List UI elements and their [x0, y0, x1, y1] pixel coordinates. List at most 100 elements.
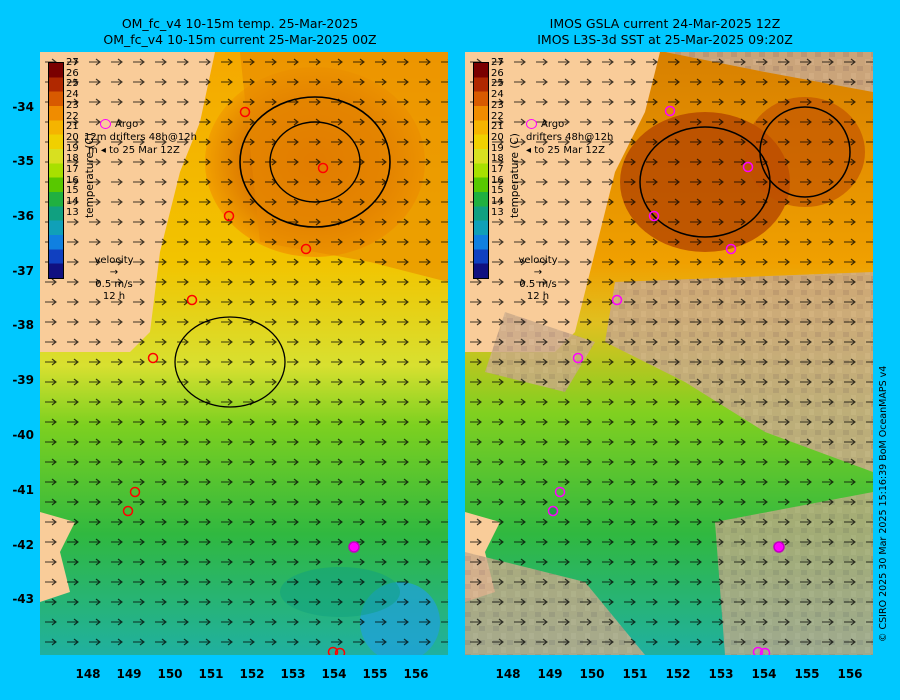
- left-title-line1: OM_fc_v4 10-15m temp. 25-Mar-2025: [121, 16, 359, 31]
- colorbar-tick: 14: [491, 196, 504, 208]
- legend-m: m: [88, 145, 98, 156]
- colorbar-tick: 23: [66, 99, 79, 111]
- x-tick: 149: [116, 667, 142, 681]
- x-tick: 155: [362, 667, 388, 681]
- x-tick: 155: [794, 667, 820, 681]
- colorbar-tick: 13: [491, 206, 504, 218]
- colorbar-tick: 26: [66, 67, 79, 79]
- x-tick: 148: [75, 667, 101, 681]
- legend-drifters-row: 12m drifters 48h@12h: [84, 131, 197, 144]
- x-tick: 153: [708, 667, 734, 681]
- y-tick: -37: [12, 264, 34, 278]
- velocity-title: velocity: [518, 255, 558, 266]
- y-tick: -34: [12, 100, 34, 114]
- x-tick: 152: [239, 667, 265, 681]
- colorbar-tick: 22: [66, 110, 79, 122]
- colorbar-tick: 25: [491, 78, 504, 90]
- colorbar-tick: 26: [491, 67, 504, 79]
- x-tick: 148: [495, 667, 521, 681]
- colorbar-tick: 16: [66, 174, 79, 186]
- right-map-panel: [465, 52, 873, 655]
- left-title-line2: OM_fc_v4 10-15m current 25-Mar-2025 00Z: [103, 32, 377, 47]
- colorbar-tick: 18: [66, 153, 79, 165]
- left-colorbar: [48, 62, 64, 279]
- colorbar-tick: 21: [66, 121, 79, 133]
- legend-12m: 12m: [84, 132, 107, 143]
- legend-argo: Argo: [541, 119, 565, 130]
- x-tick: 152: [665, 667, 691, 681]
- x-tick: 150: [579, 667, 605, 681]
- legend-drifters-to: to 25 Mar 12Z: [109, 145, 180, 156]
- legend-argo: Argo: [115, 119, 139, 130]
- colorbar-tick: 20: [491, 131, 504, 143]
- colorbar-tick: 27: [66, 57, 79, 68]
- colorbar-tick: 25: [66, 78, 79, 90]
- legend-argo-row: Argo: [100, 118, 197, 131]
- left-legend: Argo 12m drifters 48h@12h m ◂ to 25 Mar …: [84, 118, 197, 157]
- y-tick: -36: [12, 209, 34, 223]
- right-velocity-scale: velocity → 0.5 m/s 12 h: [508, 255, 568, 303]
- x-tick: 154: [321, 667, 347, 681]
- argo-circle-icon: [526, 119, 537, 129]
- x-tick: 156: [837, 667, 863, 681]
- colorbar-tick: 22: [491, 110, 504, 122]
- x-tick: 149: [537, 667, 563, 681]
- x-tick: 151: [622, 667, 648, 681]
- colorbar-tick: 17: [491, 164, 504, 176]
- colorbar-tick: 14: [66, 196, 79, 208]
- colorbar-tick: 21: [491, 121, 504, 133]
- argo-circle-icon: [100, 119, 111, 129]
- colorbar-tick: 23: [491, 99, 504, 111]
- colorbar-tick: 27: [491, 57, 504, 68]
- colorbar-tick: 20: [66, 131, 79, 143]
- colorbar-tick: 19: [66, 142, 79, 154]
- colorbar-tick: 24: [491, 89, 504, 101]
- velocity-speed: 0.5 m/s: [95, 279, 133, 290]
- x-tick: 153: [280, 667, 306, 681]
- right-legend: Argo drifters 48h@12h ◂ to 25 Mar 12Z: [526, 118, 613, 157]
- colorbar-tick: 18: [491, 153, 504, 165]
- y-tick: -43: [12, 592, 34, 606]
- colorbar-tick: 16: [491, 174, 504, 186]
- legend-argo-row: Argo: [526, 118, 613, 131]
- velocity-arrow-icon: →: [109, 267, 119, 278]
- velocity-time: 12 h: [102, 291, 126, 302]
- velocity-time: 12 h: [526, 291, 550, 302]
- right-colorbar: [473, 62, 489, 279]
- right-colorbar-label: temperature (C): [509, 133, 521, 218]
- y-tick: -42: [12, 538, 34, 552]
- legend-drifters-row: drifters 48h@12h: [526, 131, 613, 144]
- legend-drifters-to: to 25 Mar 12Z: [534, 145, 605, 156]
- x-tick: 154: [751, 667, 777, 681]
- colorbar-tick: 15: [66, 185, 79, 197]
- credit-text: © CSIRO 2025 30 Mar 2025 15:16:39 BoM Oc…: [878, 365, 889, 642]
- x-tick: 150: [157, 667, 183, 681]
- left-panel-title: OM_fc_v4 10-15m temp. 25-Mar-2025 OM_fc_…: [30, 16, 450, 48]
- y-tick: -41: [12, 483, 34, 497]
- legend-drifters-to-row: m ◂ to 25 Mar 12Z: [88, 145, 180, 156]
- velocity-title: velocity: [94, 255, 134, 266]
- y-tick: -40: [12, 428, 34, 442]
- right-title-line2: IMOS L3S-3d SST at 25-Mar-2025 09:20Z: [537, 32, 793, 47]
- x-tick: 151: [198, 667, 224, 681]
- x-tick: 156: [403, 667, 429, 681]
- y-tick: -35: [12, 154, 34, 168]
- legend-drifters-to-row: ◂ to 25 Mar 12Z: [526, 145, 605, 156]
- velocity-arrow-icon: →: [533, 267, 543, 278]
- right-panel-title: IMOS GSLA current 24-Mar-2025 12Z IMOS L…: [455, 16, 875, 48]
- colorbar-tick: 13: [66, 206, 79, 218]
- colorbar-tick: 17: [66, 164, 79, 176]
- y-tick: -39: [12, 373, 34, 387]
- colorbar-tick: 24: [66, 89, 79, 101]
- left-map-panel: [40, 52, 448, 655]
- legend-drifters: drifters 48h@12h: [109, 132, 197, 143]
- legend-drifters: drifters 48h@12h: [526, 132, 614, 143]
- velocity-speed: 0.5 m/s: [519, 279, 557, 290]
- y-tick: -38: [12, 318, 34, 332]
- left-velocity-scale: velocity → 0.5 m/s 12 h: [84, 255, 144, 303]
- right-title-line1: IMOS GSLA current 24-Mar-2025 12Z: [549, 16, 781, 31]
- left-colorbar-ticks: 27 26 25 24 23 22 21 20 19 18 17 16 15 1…: [66, 57, 79, 219]
- colorbar-tick: 19: [491, 142, 504, 154]
- colorbar-tick: 15: [491, 185, 504, 197]
- right-colorbar-ticks: 27 26 25 24 23 22 21 20 19 18 17 16 15 1…: [491, 57, 504, 219]
